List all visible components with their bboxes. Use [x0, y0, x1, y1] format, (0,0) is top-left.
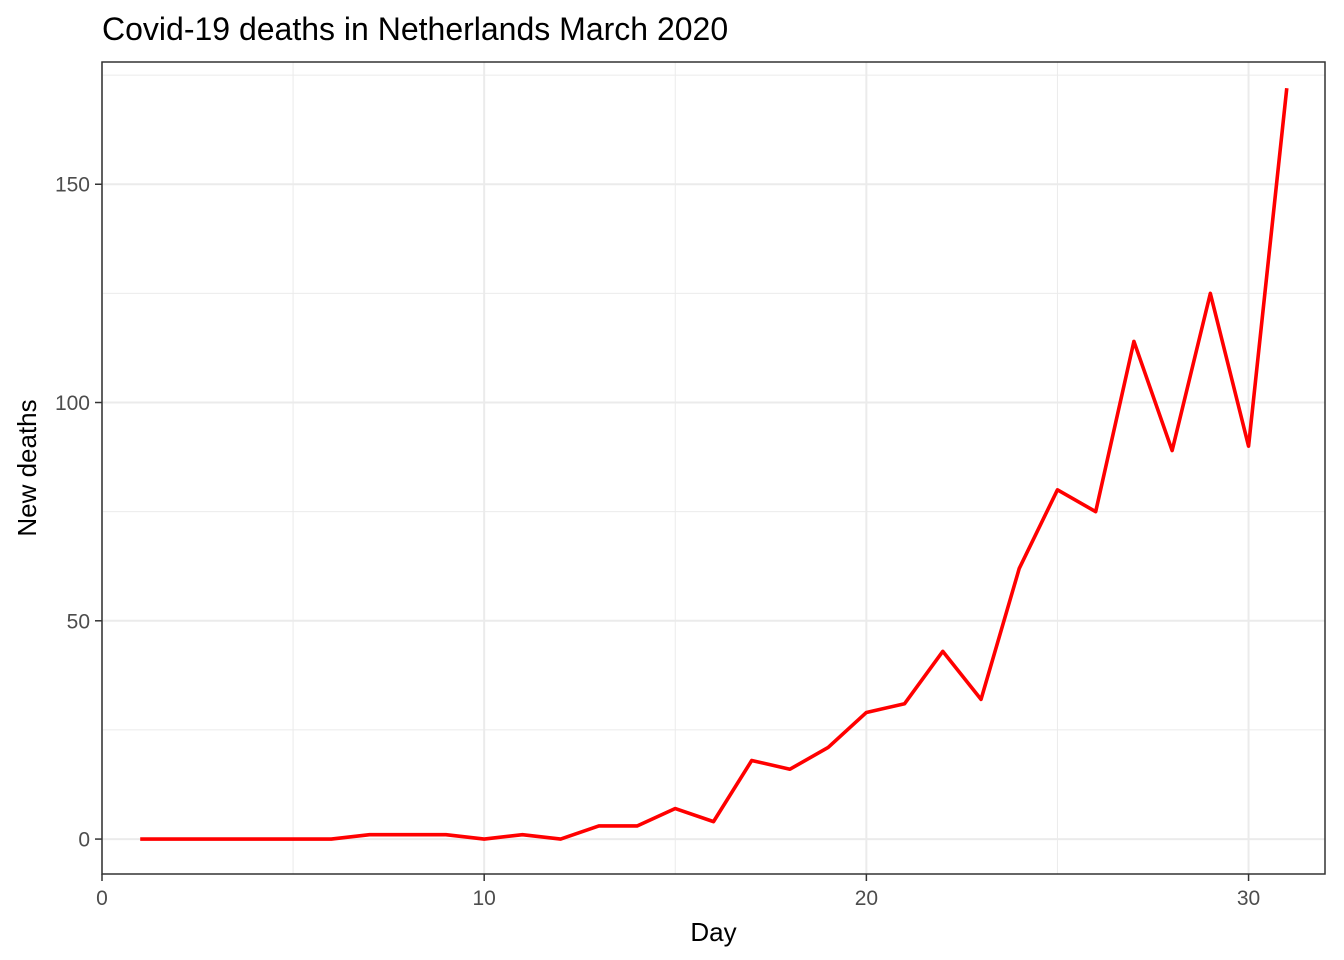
y-tick-label: 50	[67, 610, 90, 633]
x-tick-label: 10	[473, 887, 496, 910]
chart-title: Covid-19 deaths in Netherlands March 202…	[102, 11, 728, 47]
y-tick-label: 150	[55, 174, 90, 197]
x-tick-label: 0	[96, 887, 108, 910]
series-line	[140, 87, 1289, 841]
series-layer	[140, 87, 1289, 841]
x-tick-label: 30	[1237, 887, 1260, 910]
y-tick-label: 0	[78, 829, 90, 852]
y-axis-title: New deaths	[12, 399, 42, 536]
x-axis-title: Day	[690, 917, 736, 947]
grid-lines	[101, 62, 1325, 874]
y-tick-label: 100	[55, 392, 90, 415]
axes: 0 10 20 30 0 50 100 150	[55, 174, 1260, 910]
panel-border	[101, 61, 1326, 875]
x-tick-label: 20	[855, 887, 878, 910]
